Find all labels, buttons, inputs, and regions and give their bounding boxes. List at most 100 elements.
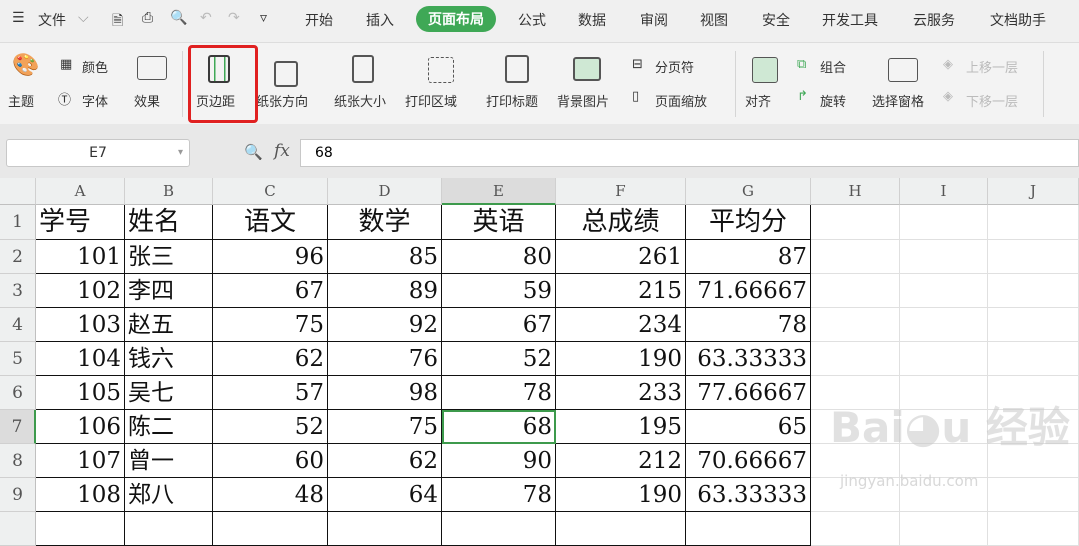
tab-insert[interactable]: 插入: [366, 13, 394, 29]
cell-J10[interactable]: [988, 512, 1079, 546]
cell-F7[interactable]: 195: [556, 410, 686, 444]
cell-I3[interactable]: [900, 274, 988, 308]
bring-forward-button[interactable]: 上移一层: [966, 61, 1019, 76]
cell-H5[interactable]: [811, 342, 900, 376]
zoom-icon[interactable]: 🔍: [244, 143, 263, 161]
cell-F2[interactable]: 261: [556, 240, 686, 274]
cell-B1[interactable]: 姓名: [125, 205, 213, 240]
cell-I9[interactable]: [900, 478, 988, 512]
page-zoom-button[interactable]: 页面缩放: [655, 95, 708, 110]
cell-G3[interactable]: 71.66667: [686, 274, 811, 308]
row-header[interactable]: 9: [0, 478, 36, 512]
cell-A1[interactable]: 学号: [36, 205, 125, 240]
tab-cloud[interactable]: 云服务: [913, 13, 955, 29]
cell-J5[interactable]: [988, 342, 1079, 376]
column-header-H[interactable]: H: [811, 178, 900, 205]
cell-D6[interactable]: 98: [328, 376, 442, 410]
cell-D9[interactable]: 64: [328, 478, 442, 512]
fx-icon[interactable]: fx: [274, 141, 290, 161]
chevron-down-icon[interactable]: ⌵: [78, 10, 89, 26]
cell-C1[interactable]: 语文: [213, 205, 328, 240]
cell-C8[interactable]: 60: [213, 444, 328, 478]
cell-F6[interactable]: 233: [556, 376, 686, 410]
cell-F1[interactable]: 总成绩: [556, 205, 686, 240]
cell-H7[interactable]: [811, 410, 900, 444]
cell-B5[interactable]: 钱六: [125, 342, 213, 376]
print-preview-icon[interactable]: 🔍: [170, 10, 188, 26]
row-header[interactable]: [0, 512, 36, 546]
cell-C7[interactable]: 52: [213, 410, 328, 444]
name-box-dropdown-icon[interactable]: ▾: [177, 147, 183, 158]
cell-F4[interactable]: 234: [556, 308, 686, 342]
cell-G8[interactable]: 70.66667: [686, 444, 811, 478]
cell-D8[interactable]: 62: [328, 444, 442, 478]
cell-G10[interactable]: [686, 512, 811, 546]
cell-H4[interactable]: [811, 308, 900, 342]
margins-button[interactable]: 页边距: [196, 95, 236, 110]
cell-C9[interactable]: 48: [213, 478, 328, 512]
column-header-D[interactable]: D: [328, 178, 442, 205]
selection-pane-button[interactable]: 选择窗格: [872, 95, 925, 110]
column-header-J[interactable]: J: [988, 178, 1079, 205]
cell-E2[interactable]: 80: [442, 240, 556, 274]
cell-E4[interactable]: 67: [442, 308, 556, 342]
cell-C4[interactable]: 75: [213, 308, 328, 342]
cell-G2[interactable]: 87: [686, 240, 811, 274]
row-header[interactable]: 5: [0, 342, 36, 376]
cell-D3[interactable]: 89: [328, 274, 442, 308]
cell-E8[interactable]: 90: [442, 444, 556, 478]
cell-G7[interactable]: 65: [686, 410, 811, 444]
cell-I8[interactable]: [900, 444, 988, 478]
cell-H8[interactable]: [811, 444, 900, 478]
cell-I6[interactable]: [900, 376, 988, 410]
tab-home[interactable]: 开始: [305, 13, 333, 29]
cell-G9[interactable]: 63.33333: [686, 478, 811, 512]
cell-A3[interactable]: 102: [36, 274, 125, 308]
column-header-C[interactable]: C: [213, 178, 328, 205]
customize-icon[interactable]: ▿: [260, 10, 268, 26]
cell-H9[interactable]: [811, 478, 900, 512]
undo-icon[interactable]: ↶: [200, 10, 212, 26]
cell-E7[interactable]: 68: [442, 410, 556, 444]
paper-size-button[interactable]: 纸张大小: [334, 95, 387, 110]
cell-E1[interactable]: 英语: [442, 205, 556, 240]
print-titles-button[interactable]: 打印标题: [486, 95, 539, 110]
cell-B9[interactable]: 郑八: [125, 478, 213, 512]
cell-H6[interactable]: [811, 376, 900, 410]
cell-F10[interactable]: [556, 512, 686, 546]
formula-input[interactable]: 68: [300, 139, 1079, 167]
row-header[interactable]: 6: [0, 376, 36, 410]
align-button[interactable]: 对齐: [745, 95, 772, 110]
orientation-button[interactable]: 纸张方向: [256, 95, 309, 110]
cell-J2[interactable]: [988, 240, 1079, 274]
cell-D10[interactable]: [328, 512, 442, 546]
tab-assistant[interactable]: 文档助手: [990, 13, 1046, 29]
row-header[interactable]: 1: [0, 205, 36, 240]
cell-I10[interactable]: [900, 512, 988, 546]
cell-I1[interactable]: [900, 205, 988, 240]
row-header[interactable]: 2: [0, 240, 36, 274]
cell-G6[interactable]: 77.66667: [686, 376, 811, 410]
print-icon[interactable]: ⎙: [142, 10, 154, 26]
cell-E9[interactable]: 78: [442, 478, 556, 512]
send-backward-button[interactable]: 下移一层: [966, 95, 1019, 110]
font-button[interactable]: 字体: [82, 95, 109, 110]
tab-view[interactable]: 视图: [700, 13, 728, 29]
cell-F3[interactable]: 215: [556, 274, 686, 308]
cell-D2[interactable]: 85: [328, 240, 442, 274]
cell-C6[interactable]: 57: [213, 376, 328, 410]
cell-J4[interactable]: [988, 308, 1079, 342]
cell-B10[interactable]: [125, 512, 213, 546]
select-all[interactable]: [0, 178, 36, 205]
page-break-button[interactable]: 分页符: [655, 61, 695, 76]
cell-E10[interactable]: [442, 512, 556, 546]
cell-C2[interactable]: 96: [213, 240, 328, 274]
cell-G4[interactable]: 78: [686, 308, 811, 342]
tab-review[interactable]: 审阅: [640, 13, 668, 29]
cell-H10[interactable]: [811, 512, 900, 546]
tab-data[interactable]: 数据: [578, 13, 606, 29]
cell-G1[interactable]: 平均分: [686, 205, 811, 240]
tab-developer[interactable]: 开发工具: [822, 13, 878, 29]
group-button[interactable]: 组合: [820, 61, 847, 76]
theme-button[interactable]: 主题: [8, 95, 35, 110]
